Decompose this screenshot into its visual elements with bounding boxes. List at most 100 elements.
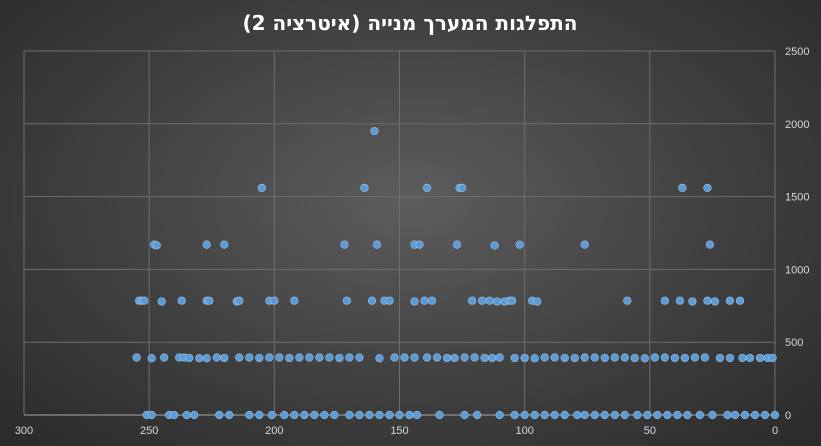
data-point xyxy=(643,410,652,420)
data-point xyxy=(683,410,692,420)
data-point xyxy=(132,353,141,362)
data-point xyxy=(295,353,304,362)
data-point xyxy=(660,296,669,305)
data-point xyxy=(730,410,740,420)
data-point xyxy=(372,240,382,249)
data-point xyxy=(395,410,404,420)
data-point xyxy=(768,353,777,363)
data-point xyxy=(490,241,499,250)
data-point xyxy=(705,240,715,249)
data-point xyxy=(300,410,309,420)
data-point xyxy=(750,410,760,420)
data-point xyxy=(315,353,324,362)
data-point xyxy=(360,183,369,192)
y-tick-label: 2000 xyxy=(785,119,809,131)
data-point xyxy=(610,353,619,362)
x-tick-label: 150 xyxy=(390,425,408,437)
data-point xyxy=(245,353,254,362)
data-point xyxy=(385,410,394,420)
data-point xyxy=(345,410,354,420)
data-point xyxy=(275,353,284,362)
data-point xyxy=(715,353,725,363)
data-point xyxy=(725,353,735,363)
data-point xyxy=(590,353,599,362)
data-point xyxy=(412,410,422,420)
data-point xyxy=(410,297,419,306)
data-point xyxy=(177,296,186,305)
data-point xyxy=(225,410,234,420)
data-point xyxy=(285,353,294,363)
data-point xyxy=(770,410,780,420)
data-point xyxy=(580,240,589,249)
data-point xyxy=(630,353,639,363)
data-point xyxy=(427,296,437,305)
data-point xyxy=(400,353,409,362)
data-point xyxy=(340,240,349,249)
data-point xyxy=(345,353,354,362)
data-point xyxy=(520,410,529,420)
data-point xyxy=(390,353,399,362)
data-point xyxy=(760,410,770,420)
data-point xyxy=(510,353,519,363)
data-point xyxy=(708,410,717,420)
data-point xyxy=(342,296,352,305)
data-point xyxy=(495,410,504,420)
data-point xyxy=(457,183,467,192)
data-point xyxy=(190,410,199,420)
data-point xyxy=(370,126,379,136)
data-point xyxy=(310,410,319,420)
x-tick-label: 50 xyxy=(644,425,656,437)
data-point xyxy=(267,410,276,420)
data-point xyxy=(355,410,364,420)
data-point xyxy=(235,296,244,305)
data-point xyxy=(367,296,377,305)
data-point xyxy=(355,353,364,362)
data-point xyxy=(680,353,689,363)
data-point xyxy=(375,354,384,363)
data-point xyxy=(152,241,161,250)
data-point xyxy=(480,353,489,363)
y-tick-label: 1500 xyxy=(785,192,809,204)
data-point xyxy=(573,410,582,420)
data-point xyxy=(330,410,339,420)
data-point xyxy=(478,296,487,305)
data-point xyxy=(255,353,264,363)
data-point xyxy=(710,297,720,306)
data-point xyxy=(415,240,424,249)
data-point xyxy=(495,353,504,362)
data-point xyxy=(703,183,712,192)
data-point xyxy=(550,353,559,362)
data-point xyxy=(140,296,149,305)
data-point xyxy=(670,353,679,363)
data-point xyxy=(740,410,750,420)
data-point xyxy=(257,183,266,192)
data-point xyxy=(675,296,684,305)
data-point xyxy=(147,410,156,420)
data-point xyxy=(385,296,394,305)
data-point xyxy=(202,354,211,363)
data-point xyxy=(488,353,497,363)
data-point xyxy=(600,353,609,363)
data-point xyxy=(432,353,442,362)
data-point xyxy=(170,410,179,420)
data-point xyxy=(185,353,194,363)
data-point xyxy=(688,297,697,306)
data-point xyxy=(590,410,599,420)
data-point xyxy=(255,410,264,420)
data-point xyxy=(470,353,479,362)
data-point xyxy=(473,410,482,420)
data-point xyxy=(320,410,329,420)
data-point xyxy=(580,353,589,362)
data-point xyxy=(580,410,589,420)
data-point xyxy=(610,410,619,420)
data-point xyxy=(220,353,229,363)
data-point xyxy=(678,183,687,192)
data-point xyxy=(452,240,462,249)
data-point xyxy=(270,296,279,305)
x-tick-label: 200 xyxy=(265,425,283,437)
gridlines xyxy=(23,50,776,415)
data-point xyxy=(290,296,299,305)
data-point xyxy=(212,353,221,362)
y-tick-label: 500 xyxy=(785,337,803,349)
